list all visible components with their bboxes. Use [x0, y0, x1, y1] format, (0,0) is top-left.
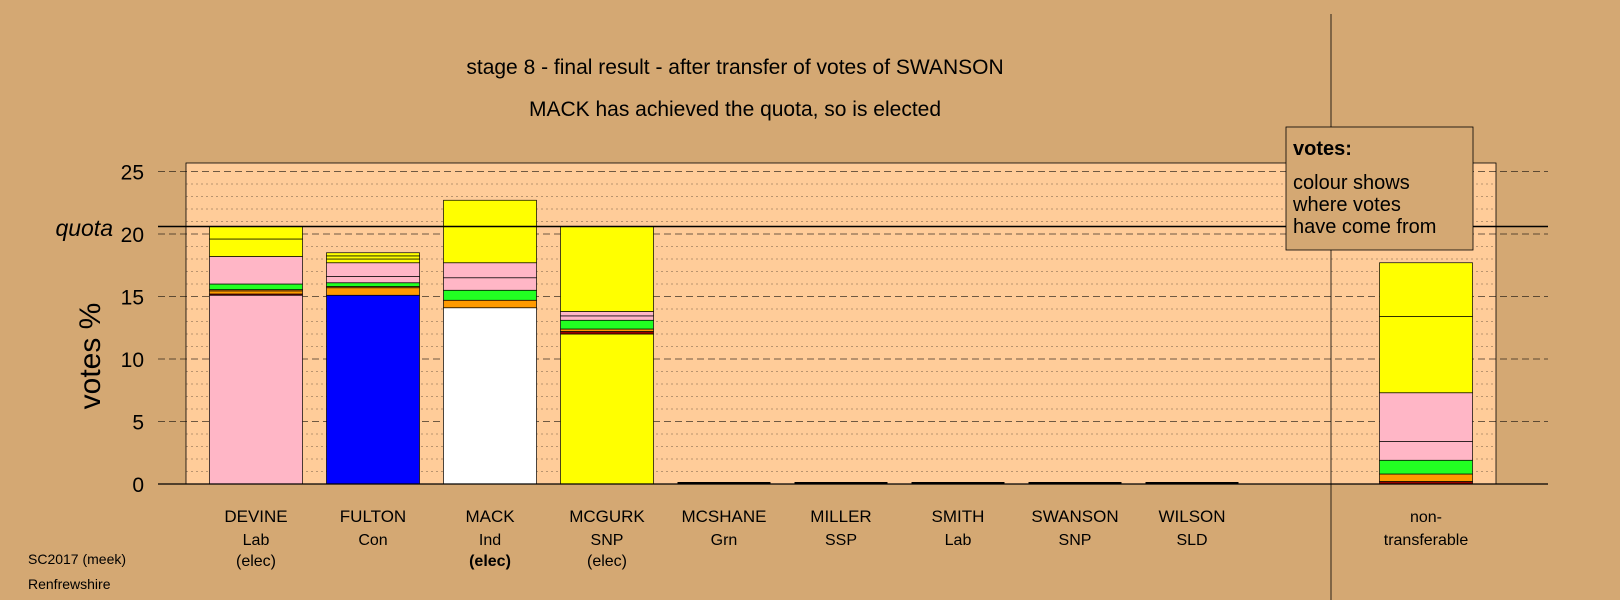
y-tick-label: 0 — [132, 474, 144, 497]
bar-segment — [560, 311, 654, 317]
bar-segment — [326, 294, 420, 485]
nontransferable-label: non- — [1410, 509, 1442, 526]
candidate-name: MACK — [465, 507, 515, 526]
bar-segment — [209, 290, 303, 295]
bars — [209, 199, 1473, 485]
bar-segment — [560, 328, 654, 332]
bar-segment — [209, 256, 303, 285]
candidate-party: SLD — [1176, 532, 1207, 549]
candidate-party: SNP — [591, 532, 624, 549]
category-labels: DEVINE Lab (elec) FULTON Con MACK Ind (elec) MCG… — [224, 507, 1468, 570]
candidate-status: (elec) — [587, 553, 627, 570]
bar-segment — [560, 333, 654, 485]
bar-segment — [1379, 392, 1473, 442]
bar-segment — [443, 307, 537, 485]
legend-line: colour shows — [1293, 172, 1410, 194]
legend-box-frame — [1285, 126, 1474, 251]
bar-segment — [1379, 441, 1473, 461]
candidate-party: Ind — [479, 532, 501, 549]
chart-subtitle: MACK has achieved the quota, so is elect… — [529, 98, 941, 121]
candidate-party: Lab — [243, 532, 270, 549]
quota-label: quota — [55, 215, 113, 241]
candidate-status: (elec) — [469, 553, 511, 570]
bar-segment — [560, 331, 654, 335]
y-tick-label: 20 — [121, 224, 144, 247]
candidate-name: MCSHANE — [681, 507, 766, 526]
y-tick-label: 5 — [132, 412, 144, 435]
footer-area: Renfrewshire — [28, 576, 111, 592]
bar-segment — [209, 238, 303, 257]
y-tick-label: 15 — [121, 287, 144, 310]
bar-segment — [209, 226, 303, 240]
bar-segment — [1379, 473, 1473, 482]
candidate-party: SSP — [825, 532, 857, 549]
candidate-name: MCGURK — [569, 507, 645, 526]
bar-segment — [443, 289, 537, 301]
bar-segment — [326, 258, 420, 264]
candidate-name: DEVINE — [224, 507, 287, 526]
y-axis-label: votes % — [74, 303, 107, 410]
candidate-party: Con — [358, 532, 387, 549]
legend-heading: votes: — [1293, 138, 1352, 160]
bar-segment — [443, 199, 537, 227]
bar-segment — [326, 287, 420, 296]
legend-line: where votes — [1292, 194, 1401, 216]
candidate-status: (elec) — [236, 553, 276, 570]
candidate-name: MILLER — [810, 507, 871, 526]
bar-segment — [1379, 316, 1473, 394]
bar-segment — [326, 282, 420, 287]
candidate-name: SMITH — [932, 507, 985, 526]
bar-segment — [1379, 262, 1473, 317]
candidate-party: Lab — [945, 532, 972, 549]
bar-segment — [443, 226, 537, 264]
bar-segment — [1379, 459, 1473, 475]
grid-lines — [158, 171, 1548, 472]
candidate-name: FULTON — [340, 507, 406, 526]
legend-line: have come from — [1293, 216, 1436, 238]
bar-segment — [443, 299, 537, 309]
bar-segment — [209, 294, 303, 485]
nontransferable-label: transferable — [1384, 532, 1469, 549]
bar-segment — [326, 255, 420, 260]
chart-title: stage 8 - final result - after transfer … — [466, 56, 1003, 79]
candidate-name: SWANSON — [1031, 507, 1118, 526]
footer-source: SC2017 (meek) — [28, 551, 127, 567]
bar-segment — [326, 276, 420, 284]
bar-segment — [560, 315, 654, 321]
bar-segment — [326, 262, 420, 277]
bar-segment — [443, 277, 537, 291]
bar-segment — [209, 283, 303, 290]
candidate-party: SNP — [1059, 532, 1092, 549]
bar-segment — [326, 252, 420, 257]
candidate-name: WILSON — [1158, 507, 1225, 526]
y-tick-label: 25 — [121, 162, 144, 185]
bar-segment — [560, 226, 654, 312]
bar-segment — [560, 319, 654, 330]
legend-box: votes: colour shows where votes have com… — [1285, 126, 1474, 251]
bar-segment — [443, 262, 537, 279]
candidate-party: Grn — [711, 532, 738, 549]
y-tick-label: 10 — [121, 349, 144, 372]
